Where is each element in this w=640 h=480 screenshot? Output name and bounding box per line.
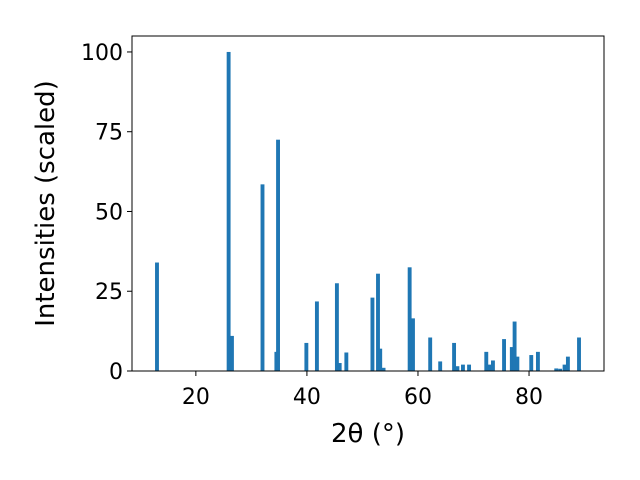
bar [484,351,489,371]
bar [512,321,517,371]
y-axis-label: Intensities (scaled) [31,80,61,327]
bar [487,364,492,371]
bar [467,364,472,371]
y-axis-ticks: 0 25 50 75 100 [81,41,132,385]
bar [461,364,465,371]
bar [276,139,280,371]
bar [226,51,231,371]
bar [411,318,415,371]
bar [376,273,380,371]
bar [554,368,559,371]
plot-frame [131,35,605,372]
bar [344,352,349,371]
bar [438,361,443,371]
y-tick-label: 100 [81,41,123,66]
bar [577,337,581,371]
bar [370,297,375,371]
bar [565,356,570,371]
x-tick-label: 60 [404,385,432,410]
y-tick-label: 25 [95,280,123,305]
bar [304,342,309,371]
bar [452,342,457,371]
bar [515,356,520,371]
bar [155,262,159,371]
bar [334,283,339,371]
x-axis-label: 2θ (°) [331,419,405,449]
x-axis-ticks: 20 40 60 80 [182,371,543,410]
bar [337,363,342,371]
bar [529,355,534,371]
y-tick-label: 50 [95,200,123,225]
bar [407,267,412,371]
bar [378,348,383,371]
y-tick-label: 0 [109,360,123,385]
x-tick-label: 20 [182,385,210,410]
bar [314,301,319,371]
bar [509,347,514,371]
bar [562,364,567,371]
bar [535,351,540,371]
bar [260,184,265,371]
bar [428,337,433,371]
bar [490,360,495,371]
x-tick-label: 40 [293,385,321,410]
bars-group [155,51,581,371]
bar [502,339,506,371]
bar [558,368,563,371]
bar [455,366,460,371]
bar [230,335,234,371]
y-tick-label: 75 [95,121,123,146]
bar [381,367,386,371]
x-tick-label: 80 [515,385,543,410]
